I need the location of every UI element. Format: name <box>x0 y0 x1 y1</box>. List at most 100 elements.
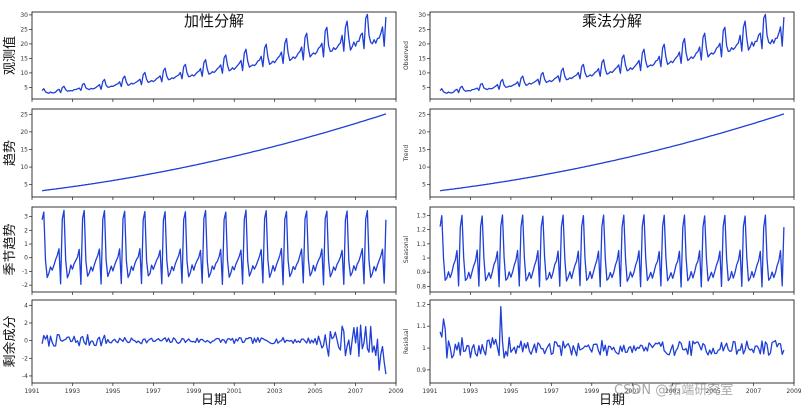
additive-observed-ytick-label: 5 <box>24 84 28 91</box>
additive-residual-xtick-label: 1999 <box>186 388 201 395</box>
additive-residual-xtick-label: 1995 <box>105 388 120 395</box>
additive-residual-panel: -4 -2 0 2 4 1991 1993 1995 1997 1999 2001 2003 2005 2… <box>2 299 404 408</box>
additive-seasonal-ytick-label: 3 <box>24 214 28 221</box>
multiplicative-observed-series-line <box>439 13 785 94</box>
additive-observed-ytick-label: 30 <box>20 12 28 19</box>
multiplicative-seasonal-series-line <box>439 214 785 288</box>
multiplicative-seasonal-panel: 0.8 0.9 1 1.1 1.2 1.3 Seasonal <box>403 206 795 295</box>
multiplicative-trend-ytick-label: 15 <box>418 146 426 153</box>
additive-residual-ytick-label: -4 <box>22 373 28 380</box>
multiplicative-seasonal-ytick-label: 0.8 <box>416 283 426 290</box>
additive-seasonal-ytick-label: -1 <box>22 268 28 275</box>
multiplicative-residual-series-line <box>439 305 785 359</box>
multiplicative-residual-panel: 0.9 1 1.1 1.2 1991 1993 1995 1997 1999 2001 2003 20… <box>403 299 801 408</box>
additive-trend-ytick-label: 25 <box>20 111 28 118</box>
additive-observed-frame <box>31 11 397 100</box>
additive-seasonal-frame <box>31 206 397 293</box>
additive-observed-ytick-label: 25 <box>20 26 28 33</box>
additive-seasonal-ytick-label: 2 <box>24 227 28 234</box>
multiplicative-observed-ytick-label: 15 <box>418 55 426 62</box>
additive-observed-ytick-label: 15 <box>20 55 28 62</box>
additive-seasonal-ytick-label: 1 <box>24 241 28 248</box>
additive-residual-xtick-label: 1993 <box>65 388 80 395</box>
multiplicative-residual-ylabel: Residual <box>403 329 410 355</box>
multiplicative-seasonal-ytick-label: 1.1 <box>416 241 426 248</box>
multiplicative-trend-series-line <box>440 113 785 192</box>
multiplicative-seasonal-ytick-label: 1.2 <box>416 227 426 234</box>
additive-residual-xtick-label: 1991 <box>24 388 39 395</box>
multiplicative-trend-ytick-label: 10 <box>418 164 426 171</box>
multiplicative-seasonal-ytick-label: 1.3 <box>416 213 426 220</box>
additive-residual-xtick-label: 1997 <box>146 388 161 395</box>
multiplicative-seasonal-frame <box>429 206 795 293</box>
additive-trend-frame <box>31 108 397 198</box>
multiplicative-observed-title: 乘法分解 <box>582 12 642 30</box>
multiplicative-observed-ytick-label: 10 <box>418 70 426 77</box>
multiplicative-observed-ytick-label: 30 <box>418 12 426 19</box>
additive-observed-title: 加性分解 <box>184 12 244 30</box>
multiplicative-seasonal-ylabel: Seasonal <box>403 236 410 263</box>
additive-observed-ylabel: 观测值 <box>2 36 18 75</box>
multiplicative-residual-xtick-label: 1993 <box>463 388 478 395</box>
additive-residual-ylabel: 剩余成分 <box>2 315 18 367</box>
additive-residual-ytick-label: 4 <box>24 302 28 309</box>
multiplicative-observed-ylabel: Observed <box>403 41 410 70</box>
multiplicative-trend-ytick-label: 25 <box>418 111 426 118</box>
additive-trend-series-line <box>42 113 387 192</box>
additive-seasonal-ytick-label: 0 <box>24 255 28 262</box>
multiplicative-observed-ytick-label: 20 <box>418 41 426 48</box>
multiplicative-residual-ytick-label: 0.9 <box>416 367 426 374</box>
multiplicative-residual-ytick-label: 1.2 <box>416 301 426 308</box>
additive-observed-ytick-label: 10 <box>20 70 28 77</box>
additive-residual-series-line <box>41 324 387 375</box>
multiplicative-residual-xtick-label: 1997 <box>544 388 559 395</box>
multiplicative-residual-xtick-label: 2003 <box>665 388 680 395</box>
additive-seasonal-ylabel: 季节趋势 <box>2 223 18 275</box>
additive-residual-ytick-label: -2 <box>22 355 28 362</box>
multiplicative-residual-ytick-label: 1.1 <box>416 323 426 330</box>
multiplicative-observed-ytick-label: 5 <box>422 84 426 91</box>
multiplicative-residual-xtick-label: 1995 <box>503 388 518 395</box>
additive-residual-xlabel: 日期 <box>201 393 227 408</box>
additive-seasonal-ytick-label: -2 <box>22 282 28 289</box>
multiplicative-trend-ylabel: Trend <box>403 145 410 163</box>
multiplicative-trend-ytick-label: 20 <box>418 129 426 136</box>
watermark-text: CSDN @拓端研究室 <box>614 382 733 398</box>
multiplicative-trend-frame <box>429 108 795 198</box>
multiplicative-residual-xtick-label: 1999 <box>584 388 599 395</box>
additive-trend-ytick-label: 15 <box>20 146 28 153</box>
multiplicative-residual-xtick-label: 1991 <box>422 388 437 395</box>
additive-trend-ylabel: 趋势 <box>2 140 18 166</box>
additive-seasonal-panel: -2 -1 0 1 2 3 季节趋势 <box>2 206 397 295</box>
additive-trend-panel: 5 10 15 20 25 趋势 <box>2 108 397 200</box>
multiplicative-observed-frame <box>429 11 795 100</box>
multiplicative-observed-ytick-label: 25 <box>418 26 426 33</box>
multiplicative-residual-frame <box>429 299 795 384</box>
multiplicative-residual-xlabel: 日期 <box>599 393 625 408</box>
multiplicative-trend-ytick-label: 5 <box>422 182 426 189</box>
multiplicative-seasonal-ytick-label: 1 <box>422 255 426 262</box>
multiplicative-trend-panel: 5 10 15 20 25 Trend <box>403 108 795 200</box>
additive-seasonal-series-line <box>41 209 387 286</box>
multiplicative-residual-xtick-label: 2005 <box>705 388 720 395</box>
additive-residual-xtick-label: 2003 <box>267 388 282 395</box>
additive-observed-ytick-label: 20 <box>20 41 28 48</box>
additive-residual-ytick-label: 0 <box>24 338 28 345</box>
additive-residual-xtick-label: 2001 <box>227 388 242 395</box>
multiplicative-residual-ytick-label: 1 <box>422 345 426 352</box>
additive-residual-xtick-label: 2007 <box>348 388 363 395</box>
additive-observed-series-line <box>41 13 387 94</box>
multiplicative-residual-xtick-label: 2009 <box>786 388 801 395</box>
additive-residual-ytick-label: 2 <box>24 320 28 327</box>
multiplicative-residual-xtick-label: 2007 <box>746 388 761 395</box>
additive-trend-ytick-label: 20 <box>20 129 28 136</box>
multiplicative-observed-panel: 5 10 15 20 25 30 乘法分解 Observed <box>403 11 795 102</box>
additive-trend-ytick-label: 10 <box>20 164 28 171</box>
additive-residual-xtick-label: 2005 <box>307 388 322 395</box>
multiplicative-residual-xtick-label: 2001 <box>625 388 640 395</box>
additive-residual-xtick-label: 2009 <box>388 388 403 395</box>
additive-trend-ytick-label: 5 <box>24 182 28 189</box>
